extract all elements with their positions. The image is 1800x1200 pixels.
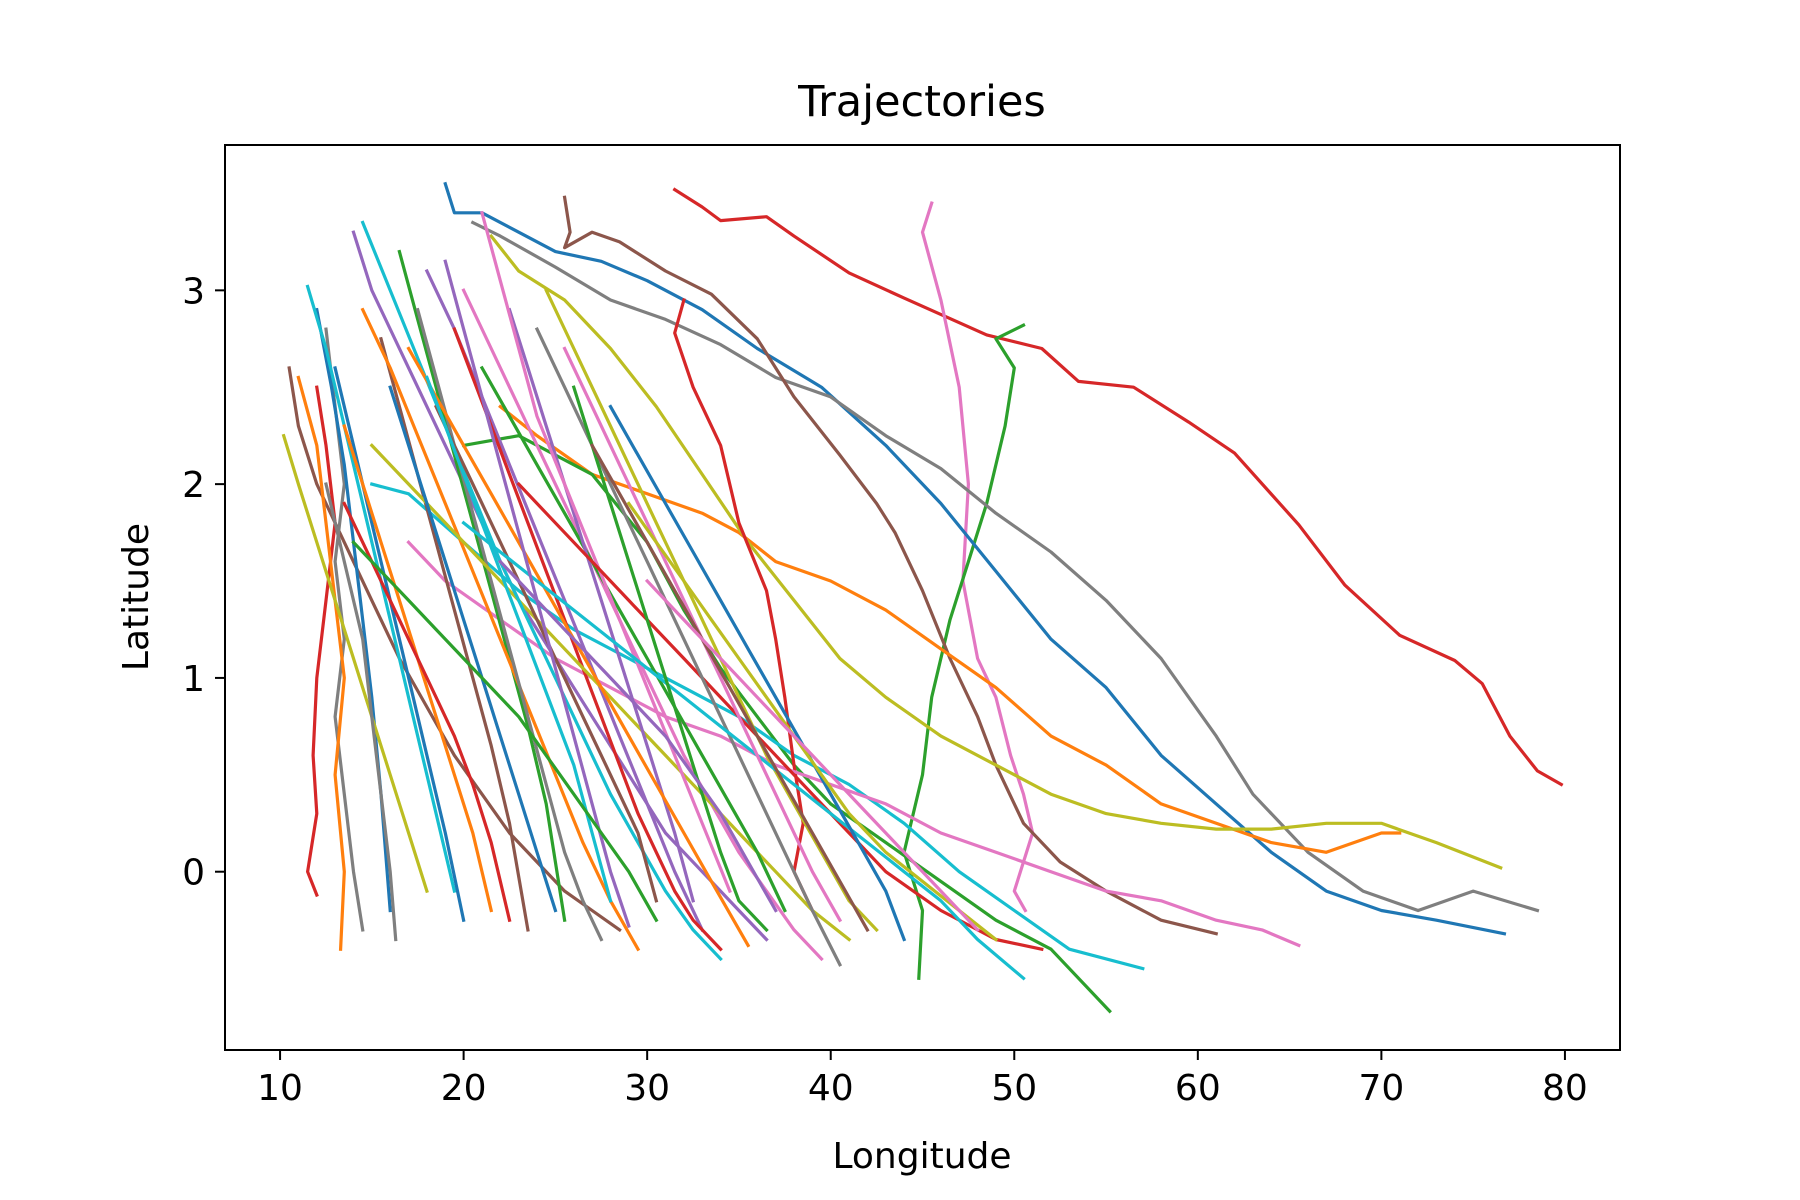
series-line-7 [498,404,1402,854]
series-line-36 [388,385,558,913]
y-tick-label: 0 [182,853,205,894]
x-tick-label: 50 [991,1068,1037,1109]
series-line-24 [379,336,530,932]
series-line-26 [333,365,466,923]
series-line-51 [351,540,659,923]
x-tick-label: 20 [441,1068,487,1109]
series-line-50 [424,375,613,903]
series-line-19 [281,433,429,894]
series-line-48 [324,482,398,942]
x-tick-label: 40 [808,1068,854,1109]
series-line-42 [443,259,631,929]
series-line-18 [314,307,392,913]
x-tick-label: 60 [1175,1068,1221,1109]
series-line-41 [571,385,769,933]
series-line-31 [479,365,787,913]
series-line-6 [562,195,1219,936]
series-line-53 [644,578,980,933]
axis-ticks: 10 20 30 40 50 60 70 80 0 1 2 3 [182,271,1588,1109]
series-line-21 [397,249,567,923]
series-line-33 [480,210,732,894]
series-line-44 [589,443,870,933]
series-line-46 [608,404,907,942]
chart-title: Trajectories [797,77,1046,127]
series-line-29 [369,443,852,942]
series-line-40 [461,520,1026,981]
trajectory-lines [281,181,1564,1014]
y-axis-label: Latitude [116,523,157,671]
series-line-15 [306,385,337,898]
series-line-8 [488,233,1503,870]
plot-frame [224,144,1621,1051]
series-line-4 [443,181,1507,936]
series-line-3 [902,323,1026,980]
x-tick-label: 80 [1542,1068,1588,1109]
series-line-17 [296,375,346,951]
x-tick-label: 30 [624,1068,670,1109]
series-line-35 [406,346,751,948]
y-tick-label: 3 [182,271,205,312]
x-tick-label: 70 [1358,1068,1404,1109]
series-line-1 [672,187,1564,787]
series-line-25 [360,307,641,952]
series-line-28 [415,307,604,942]
series-line-12 [406,540,1301,948]
y-tick-label: 2 [182,465,205,506]
series-line-52 [498,559,778,913]
series-line-11 [673,298,815,913]
x-axis-label: Longitude [832,1136,1011,1177]
y-tick-label: 1 [182,659,205,700]
series-line-39 [544,288,879,933]
series-line-5 [470,220,1540,913]
x-tick-label: 10 [257,1068,303,1109]
